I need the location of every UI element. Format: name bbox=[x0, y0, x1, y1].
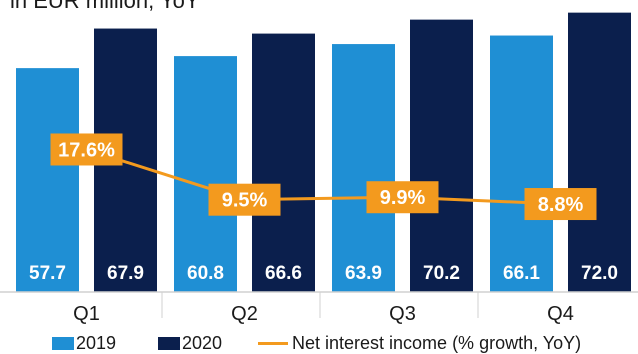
growth-label-q2: 9.5% bbox=[222, 190, 268, 212]
growth-label-box-q2 bbox=[208, 183, 281, 216]
chart-subtitle: in EUR million, YoY bbox=[10, 0, 200, 13]
growth-label-q1: 17.6% bbox=[58, 139, 115, 161]
bar-2019-q4 bbox=[490, 35, 553, 292]
bar-2020-q2 bbox=[252, 33, 315, 292]
growth-label-box-q4 bbox=[524, 188, 597, 221]
bar-label-2020-q3: 70.2 bbox=[423, 263, 460, 284]
bar-2020-q3 bbox=[410, 19, 473, 293]
bar-2019-q1 bbox=[16, 68, 79, 293]
x-axis: Q1 Q2 Q3 Q4 bbox=[0, 291, 638, 325]
legend-item-growth: Net interest income (% growth, YoY) bbox=[258, 333, 581, 353]
legend-label-2020: 2020 bbox=[182, 332, 223, 353]
x-tick-q1: Q1 bbox=[73, 303, 100, 325]
bar-2019-q3 bbox=[332, 44, 395, 293]
legend-swatch-2020 bbox=[158, 336, 180, 350]
growth-label-q3: 9.9% bbox=[380, 187, 426, 209]
x-tick-q3: Q3 bbox=[389, 303, 416, 325]
bar-2020-q4 bbox=[568, 12, 631, 292]
bar-label-2019-q2: 60.8 bbox=[187, 263, 224, 284]
bar-label-2019-q1: 57.7 bbox=[29, 263, 66, 284]
legend-swatch-2019 bbox=[52, 336, 74, 350]
x-tick-q4: Q4 bbox=[547, 303, 574, 325]
legend-label-growth: Net interest income (% growth, YoY) bbox=[292, 332, 582, 353]
growth-label-q4: 8.8% bbox=[538, 194, 584, 216]
growth-line bbox=[86, 148, 561, 206]
legend-item-2020: 2020 bbox=[158, 333, 222, 353]
bar-label-2020-q4: 72.0 bbox=[581, 263, 618, 284]
legend-line-growth bbox=[258, 341, 288, 345]
bar-2019-q2 bbox=[174, 56, 237, 292]
chart-legend: 2019 2020 Net interest income (% growth,… bbox=[0, 330, 638, 353]
bar-label-2019-q3: 63.9 bbox=[345, 263, 382, 284]
legend-item-2019: 2019 bbox=[52, 333, 116, 353]
bars-group: 57.7 67.9 60.8 66.6 63.9 70.2 66.1 72.0 bbox=[16, 12, 631, 293]
growth-label-box-q1 bbox=[50, 133, 123, 166]
growth-label-box-q3 bbox=[366, 181, 439, 214]
x-tick-q2: Q2 bbox=[231, 303, 258, 325]
growth-line-group: 17.6% 9.5% 9.9% 8.8% bbox=[50, 133, 597, 221]
legend-label-2019: 2019 bbox=[76, 332, 117, 353]
bar-label-2020-q1: 67.9 bbox=[107, 263, 144, 284]
bar-label-2020-q2: 66.6 bbox=[265, 263, 302, 284]
bar-label-2019-q4: 66.1 bbox=[503, 263, 540, 284]
